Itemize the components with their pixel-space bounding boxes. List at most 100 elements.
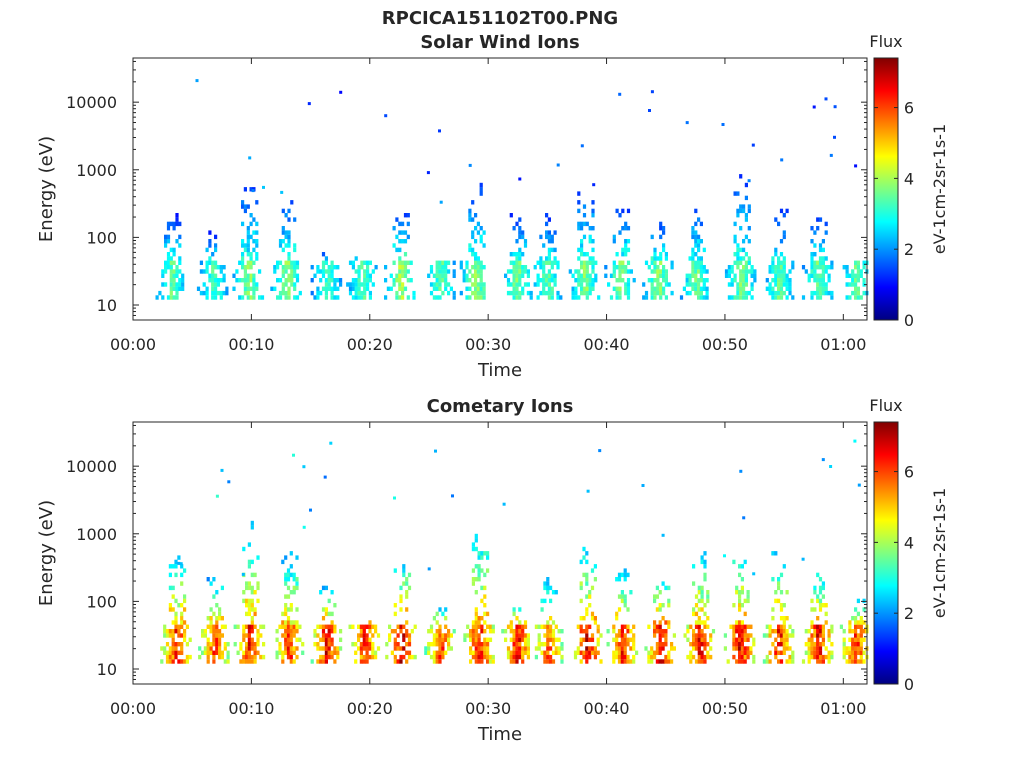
heatmap-cell [691,273,695,278]
heatmap-cell [482,230,486,235]
heatmap-cell [553,273,557,278]
x-axis-label: Time [477,360,522,381]
heatmap-cell [782,616,786,621]
heatmap-cell [617,654,622,660]
heatmap-cell [330,265,334,270]
heatmap-cell [474,282,478,287]
heatmap-cell [592,183,596,187]
heatmap-cell [824,611,828,617]
heatmap-cell [791,650,795,655]
heatmap-cell [740,642,744,647]
heatmap-cell [177,555,181,560]
heatmap-cell [742,204,746,209]
heatmap-cell [441,646,445,651]
heatmap-cell [206,616,210,621]
heatmap-cell [360,282,364,287]
heatmap-cell [617,607,622,612]
heatmap-cell [249,187,253,192]
heatmap-cell [599,659,603,664]
heatmap-cell [862,637,866,642]
heatmap-cell [275,650,279,655]
heatmap-cell [407,654,412,660]
heatmap-cell [662,269,666,274]
heatmap-cell [250,572,254,578]
heatmap-cell [824,654,828,660]
heatmap-cell [438,265,442,270]
heatmap-cell [438,659,442,664]
heatmap-cell [310,290,314,296]
heatmap-cell [250,637,254,642]
heatmap-cell [650,659,654,664]
heatmap-cell [366,286,370,291]
heatmap-cell [699,221,703,227]
heatmap-cell [615,642,619,647]
heatmap-cell [779,616,784,621]
heatmap-cell [172,269,176,274]
heatmap-cell [750,269,754,274]
heatmap-cell [474,620,478,625]
heatmap-cell [621,278,625,283]
heatmap-cell [215,629,219,634]
heatmap-cell [359,646,363,651]
heatmap-cell [818,577,823,582]
heatmap-cell [526,273,530,278]
heatmap-cell [856,269,860,274]
heatmap-cell [779,629,784,634]
heatmap-cell [810,256,814,261]
heatmap-cell [621,269,625,274]
heatmap-cell [768,265,772,270]
heatmap-cell [239,642,243,647]
heatmap-cell [579,650,583,655]
heatmap-cell [744,260,748,265]
heatmap-cell [357,290,361,296]
heatmap-cell [321,607,326,612]
heatmap-cell [292,585,296,591]
heatmap-cell [859,624,863,629]
heatmap-cell [534,646,538,651]
heatmap-cell [245,585,249,591]
colorbar-tick-label: 4 [904,533,914,552]
heatmap-cell [736,252,740,257]
heatmap-cell [316,646,320,651]
heatmap-cell [588,603,592,608]
heatmap-cell [518,650,522,655]
heatmap-cell [694,611,699,617]
heatmap-cell [692,637,696,642]
heatmap-cell [697,598,701,604]
colorbar-label: eV-1cm-2sr-1s-1 [930,124,949,254]
heatmap-cell [366,265,370,270]
heatmap-cell [582,616,586,621]
heatmap-cell [246,204,250,209]
heatmap-cell [348,286,353,291]
heatmap-cell [848,629,852,634]
heatmap-cell [396,633,400,638]
heatmap-cell [310,278,314,283]
heatmap-cell [609,295,614,300]
heatmap-cell [736,286,740,291]
heatmap-cell [697,654,701,660]
heatmap-cell [462,278,466,283]
heatmap-cell [284,581,288,586]
heatmap-cell [845,295,849,300]
colorbar-tick-label: 0 [904,311,914,330]
heatmap-cell [295,555,299,560]
heatmap-cell [180,616,184,621]
heatmap-cell [615,577,619,582]
heatmap-cell [854,654,858,660]
heatmap-cell [441,269,445,274]
heatmap-cell [289,590,293,595]
heatmap-cell [293,286,297,291]
heatmap-cell [281,650,285,655]
heatmap-cell [705,286,709,291]
heatmap-cell [258,269,262,274]
heatmap-cell [697,286,701,291]
heatmap-cell [703,559,707,565]
heatmap-cell [477,568,481,573]
heatmap-cell [615,616,619,621]
heatmap-cell [529,295,533,300]
heatmap-cell [661,646,665,651]
heatmap-cell [618,213,622,218]
heatmap-cell [357,278,361,283]
heatmap-cell [209,646,213,651]
heatmap-cell [526,637,530,642]
